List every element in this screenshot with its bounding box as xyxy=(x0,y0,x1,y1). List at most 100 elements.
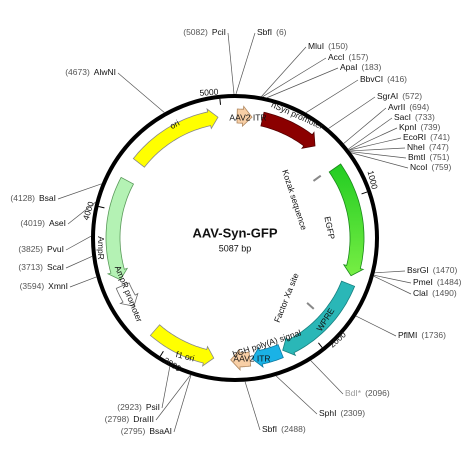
enzyme-site: (150) xyxy=(328,41,348,51)
enzyme-name: AseI xyxy=(49,218,66,228)
leader-line xyxy=(173,375,192,433)
feature-arrow xyxy=(149,324,215,367)
enzyme-site: (741) xyxy=(430,132,450,142)
leader-line xyxy=(261,46,307,97)
enzyme-name: PflMI xyxy=(398,330,417,340)
site-mark xyxy=(312,174,322,182)
enzyme-name: MluI xyxy=(308,41,324,51)
enzyme-name: ScaI xyxy=(47,262,64,272)
feature-arrow xyxy=(105,176,135,281)
enzyme-label: BsrGI (1470) xyxy=(407,265,457,275)
enzyme-name: SacI xyxy=(394,112,411,122)
enzyme-name: KpnI xyxy=(399,122,417,132)
tick-label: 1000 xyxy=(366,169,380,190)
tick-mark xyxy=(318,342,323,348)
feature-label: AAV2 ITR xyxy=(233,353,270,363)
enzyme-label: SacI (733) xyxy=(394,112,435,122)
enzyme-label: AccI (157) xyxy=(328,52,369,62)
enzyme-label: (2795) BsaAI xyxy=(121,426,172,436)
enzyme-label: EcoRI (741) xyxy=(403,132,450,142)
enzyme-site: (3825) xyxy=(18,244,43,254)
enzyme-label: (2923) PsiI xyxy=(117,402,160,412)
leader-line xyxy=(69,276,97,288)
leader-line xyxy=(355,315,397,337)
enzyme-label: (4019) AseI xyxy=(20,218,66,228)
enzyme-site: (751) xyxy=(429,152,449,162)
feature-label: AmpR xyxy=(96,236,106,260)
feature-arrow xyxy=(236,105,253,128)
enzyme-label: (4128) BsaI xyxy=(10,193,56,203)
feature-label: f1 ori xyxy=(175,349,196,363)
leader-line xyxy=(374,274,412,284)
enzyme-site: (6) xyxy=(276,27,287,37)
enzyme-site: (572) xyxy=(402,91,422,101)
feature-label: EGFP xyxy=(322,215,337,240)
tick-mark xyxy=(361,191,368,195)
leader-line xyxy=(65,255,93,269)
enzyme-site: (157) xyxy=(349,52,369,62)
enzyme-label: SgrAI (572) xyxy=(377,91,422,101)
feature-arrow xyxy=(230,348,252,371)
enzyme-label: SbfI (6) xyxy=(257,27,287,37)
enzyme-label: ApaI (183) xyxy=(340,62,382,72)
enzyme-label: PflMI (1736) xyxy=(398,330,446,340)
leader-line xyxy=(373,275,412,295)
leader-line xyxy=(328,96,376,129)
enzyme-label: NheI (747) xyxy=(407,142,449,152)
tick-label: 2000 xyxy=(327,329,348,349)
leader-line xyxy=(65,235,92,251)
leader-line xyxy=(235,32,256,95)
leader-line xyxy=(343,107,387,144)
enzyme-label: (4673) AlwNI xyxy=(65,67,116,77)
leader-line xyxy=(348,127,398,151)
enzyme-site: (5082) xyxy=(183,27,208,37)
feature-arrow xyxy=(328,163,365,277)
leader-line xyxy=(67,201,96,225)
enzyme-site: (4673) xyxy=(65,67,90,77)
enzyme-label: BdI* (2096) xyxy=(345,388,390,398)
leader-line xyxy=(350,152,409,169)
leader-line xyxy=(310,360,344,395)
enzyme-site: (2096) xyxy=(365,388,390,398)
enzyme-label: (3825) PvuI xyxy=(18,244,64,254)
leader-line xyxy=(349,137,402,151)
enzyme-name: PsiI xyxy=(146,402,160,412)
enzyme-name: BdI* xyxy=(345,388,362,398)
enzyme-site: (3713) xyxy=(18,262,43,272)
enzyme-site: (183) xyxy=(362,62,382,72)
enzyme-site: (416) xyxy=(387,74,407,84)
site-mark xyxy=(306,302,315,310)
enzyme-name: SbfI xyxy=(262,424,277,434)
feature-label: AAV2 ITR xyxy=(229,112,266,122)
leader-line xyxy=(374,270,406,274)
enzyme-label: (3713) ScaI xyxy=(18,262,64,272)
feature-arrow xyxy=(132,108,219,168)
enzyme-label: BmtI (751) xyxy=(408,152,449,162)
enzyme-site: (4128) xyxy=(10,193,35,203)
leader-line xyxy=(155,374,191,421)
leader-line xyxy=(305,79,359,113)
enzyme-label: NcoI (759) xyxy=(410,162,451,172)
enzyme-site: (1490) xyxy=(432,288,457,298)
tick-mark xyxy=(159,350,164,357)
feature-arrow xyxy=(251,344,284,368)
enzyme-name: PvuI xyxy=(47,244,64,254)
enzyme-name: BbvCI xyxy=(360,74,383,84)
enzyme-site: (759) xyxy=(431,162,451,172)
leader-line xyxy=(262,57,327,97)
enzyme-name: DraIII xyxy=(133,414,154,424)
enzyme-name: BmtI xyxy=(408,152,425,162)
leader-line xyxy=(350,151,407,159)
enzyme-label: KpnI (739) xyxy=(399,122,441,132)
feature-arrow xyxy=(260,111,316,149)
feature-label: Factor Xa site xyxy=(272,271,301,324)
enzyme-site: (739) xyxy=(421,122,441,132)
leader-line xyxy=(57,183,102,200)
feature-label: Kozak sequence xyxy=(280,168,309,231)
enzyme-name: BsrGI xyxy=(407,265,429,275)
enzyme-label: PmeI (1484) xyxy=(413,277,462,287)
leader-line xyxy=(349,147,406,152)
enzyme-name: XmnI xyxy=(48,281,68,291)
enzyme-label: AvrII (694) xyxy=(388,102,429,112)
